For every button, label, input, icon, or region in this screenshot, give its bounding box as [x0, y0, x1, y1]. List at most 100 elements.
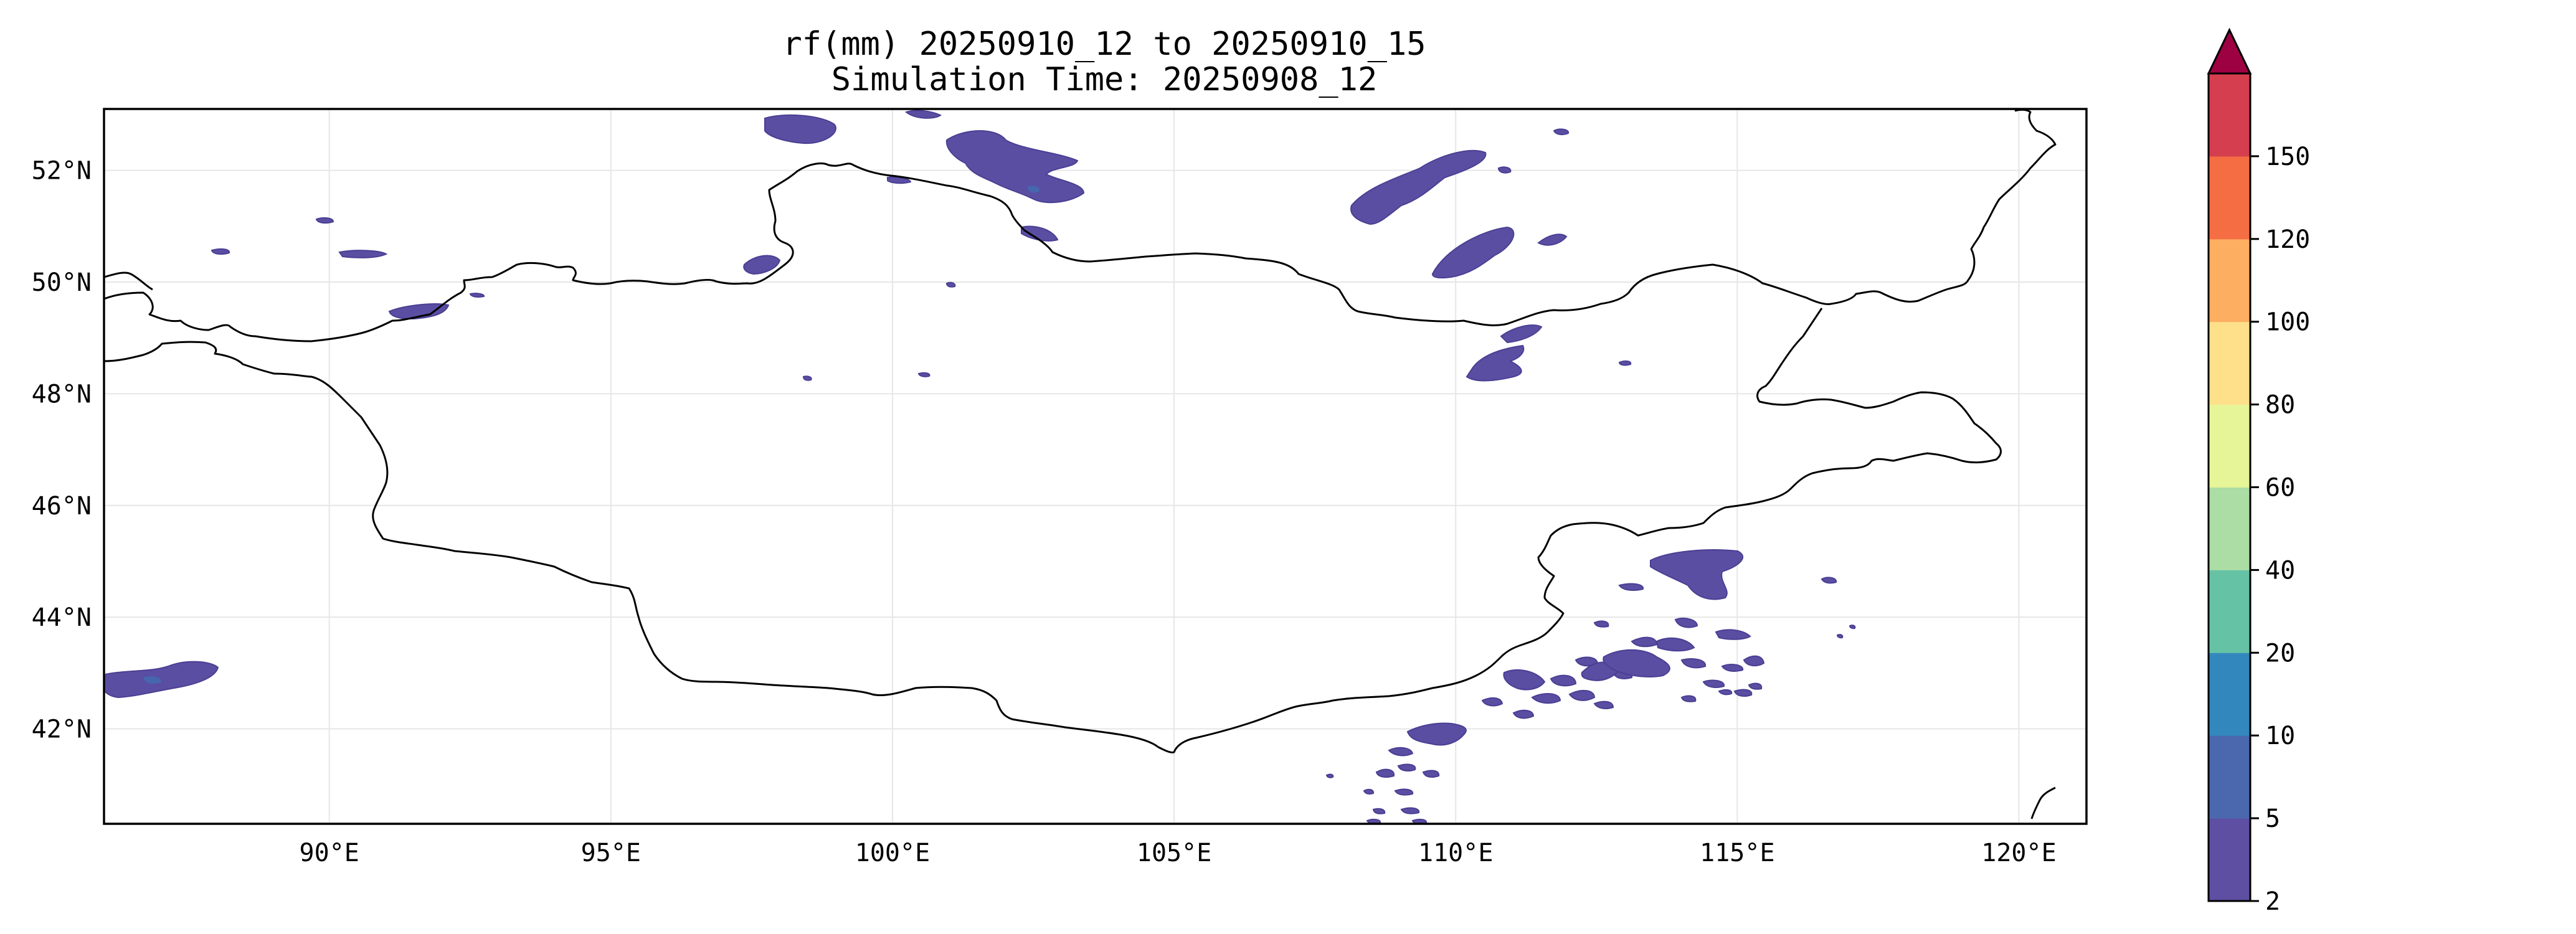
lon-tick-label: 120°E: [1981, 839, 2056, 867]
colorbar-segment: [2209, 570, 2250, 653]
colorbar-segment: [2209, 321, 2250, 405]
rain-area: [1431, 226, 1515, 279]
colorbar-segment: [2209, 818, 2250, 902]
lon-tick-label: 100°E: [855, 839, 930, 867]
rain-area: [1631, 636, 1658, 648]
colorbar-tick-label: 80: [2265, 391, 2295, 420]
colorbar-tick-label: 150: [2265, 143, 2310, 171]
rain-area: [1537, 234, 1568, 246]
colorbar-segment: [2209, 238, 2250, 323]
rain-area: [1743, 655, 1765, 667]
lat-tick-label: 42°N: [32, 715, 92, 744]
colorbar-segment: [2209, 73, 2250, 157]
lon-tick-label: 115°E: [1700, 839, 1774, 867]
rain-area: [1721, 664, 1744, 672]
rain-area: [904, 110, 942, 119]
rain-area: [1618, 360, 1632, 366]
colorbar-segment: [2209, 735, 2250, 819]
map-title-line2: Simulation Time: 20250908_12: [831, 61, 1378, 98]
rain-area: [1531, 693, 1561, 704]
mongolia-border-south: [104, 308, 2002, 753]
rain-area: [1388, 747, 1414, 757]
rain-area: [1550, 674, 1577, 687]
colorbar-tick-label: 2: [2265, 887, 2280, 916]
rain-area: [1821, 577, 1837, 584]
china-russia-border-east: [2030, 786, 2056, 819]
map-panel: [104, 109, 2086, 824]
map-frame: [103, 108, 2088, 825]
rain-area: [1718, 689, 1733, 696]
colorbar-tick-label: 20: [2265, 639, 2295, 667]
lon-tick-label: 95°E: [581, 839, 641, 867]
rain-area: [388, 303, 450, 320]
rain-area: [764, 114, 836, 144]
rain-area: [1568, 690, 1596, 701]
rain-area: [1512, 709, 1535, 719]
colorbar-tick-label: 120: [2265, 225, 2310, 254]
rain-area: [1748, 682, 1763, 690]
gridlines: [104, 109, 2086, 824]
latitude-tick-labels: 42°N 44°N 46°N 48°N 50°N 52°N: [32, 157, 92, 744]
rain-area: [945, 130, 1085, 204]
rain-area: [917, 372, 930, 377]
lon-tick-label: 90°E: [300, 839, 359, 867]
rain-area: [1593, 700, 1614, 709]
rain-area: [1680, 658, 1707, 669]
rain-area: [1350, 149, 1487, 225]
lon-tick-label: 105°E: [1137, 839, 1211, 867]
colorbar-segment: [2209, 404, 2250, 488]
rain-area: [1406, 722, 1467, 746]
colorbar-tick-label: 100: [2265, 308, 2310, 337]
rain-area: [211, 248, 230, 255]
rain-area: [104, 661, 219, 699]
rain-area: [1702, 679, 1725, 688]
mongolia-border: [104, 109, 2057, 342]
lon-tick-label: 110°E: [1418, 839, 1493, 867]
rain-area: [1553, 128, 1570, 136]
rain-area: [1375, 768, 1395, 778]
rain-area: [1021, 225, 1059, 242]
precipitation-areas: [104, 110, 1856, 824]
rain-area: [1497, 166, 1512, 174]
rain-area: [1397, 763, 1416, 771]
rain-area: [1650, 549, 1743, 600]
lat-tick-label: 48°N: [32, 380, 92, 408]
lat-tick-label: 44°N: [32, 603, 92, 632]
rain-area: [1715, 629, 1751, 640]
rain-area: [1394, 788, 1414, 796]
rain-area: [802, 375, 812, 381]
colorbar-segment: [2209, 653, 2250, 736]
lat-tick-label: 52°N: [32, 157, 92, 186]
colorbar: 2 5 10 20 40 60 80 100 120 150: [2207, 27, 2310, 916]
rain-area: [1400, 807, 1420, 814]
lat-tick-label: 46°N: [32, 492, 92, 521]
rain-area: [1618, 583, 1644, 591]
rain-area-intense: [143, 676, 161, 684]
colorbar-tick-label: 60: [2265, 474, 2295, 502]
rain-area: [1603, 649, 1670, 677]
rain-area: [315, 217, 334, 224]
rain-area: [1422, 770, 1440, 778]
rain-area: [1680, 695, 1697, 702]
colorbar-tick-label: 5: [2265, 804, 2280, 833]
rain-area-intense: [1028, 186, 1039, 193]
colorbar-extend-arrow: [2207, 27, 2252, 75]
rain-area: [743, 255, 781, 275]
rain-area: [887, 176, 912, 184]
map-title-line1: rf(mm) 20250910_12 to 20250910_15: [782, 26, 1426, 63]
longitude-tick-labels: 90°E 95°E 100°E 105°E 110°E 115°E 120°E: [300, 839, 2057, 867]
rain-area: [1836, 634, 1844, 639]
rain-area: [1593, 620, 1609, 628]
rain-area: [1363, 788, 1375, 795]
rain-area: [1674, 618, 1698, 628]
rain-area: [1655, 637, 1695, 652]
china-border-west: [104, 271, 153, 291]
rain-area: [1372, 808, 1386, 814]
rain-area: [1500, 324, 1543, 344]
colorbar-segment: [2209, 487, 2250, 570]
colorbar-segment: [2209, 156, 2250, 240]
country-borders: [104, 109, 2057, 819]
rain-area: [1481, 697, 1503, 707]
colorbar-tick-label: 10: [2265, 722, 2295, 750]
